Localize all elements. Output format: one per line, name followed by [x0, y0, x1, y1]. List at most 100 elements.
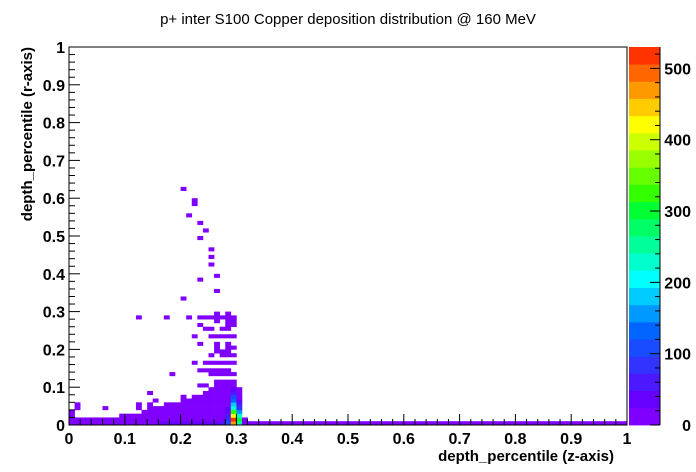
- heatmap-bin: [414, 421, 421, 426]
- heatmap-bin: [208, 394, 215, 399]
- heatmap-bin: [197, 383, 204, 388]
- heatmap-bins: [69, 186, 628, 426]
- heatmap-bin: [175, 409, 181, 414]
- color-scale-swatch: [629, 167, 660, 185]
- heatmap-bin: [175, 421, 181, 426]
- heatmap-bin: [202, 360, 209, 365]
- heatmap-bin: [147, 417, 153, 422]
- heatmap-bin: [219, 421, 226, 426]
- heatmap-bin: [219, 372, 226, 377]
- x-tick-label: 0.9: [560, 431, 582, 448]
- x-axis: 0 0.1 0.2 0.3 0.4 0.5 0.6 0.7 0.8 0.9 1: [65, 414, 632, 448]
- x-tick-label: 0.2: [169, 431, 191, 448]
- heatmap-bin: [219, 326, 226, 331]
- heatmap-bin: [152, 398, 159, 403]
- heatmap-bin: [214, 360, 220, 365]
- heatmap-bin: [74, 402, 81, 407]
- heatmap-bin: [158, 417, 165, 422]
- heatmap-bin: [102, 421, 109, 426]
- heatmap-bin: [225, 406, 232, 411]
- heatmap-bin: [599, 421, 605, 426]
- x-axis-title: depth_percentile (z-axis): [438, 448, 614, 465]
- color-scale-swatch: [629, 64, 660, 82]
- heatmap-bin: [241, 421, 248, 426]
- heatmap-bin: [208, 413, 215, 418]
- heatmap-bin: [135, 421, 142, 426]
- heatmap-bin: [135, 315, 142, 320]
- heatmap-bin: [214, 390, 220, 396]
- heatmap-bin: [202, 406, 209, 411]
- heatmap-bin: [493, 421, 499, 426]
- heatmap-bin: [214, 402, 220, 407]
- color-scale-swatch: [629, 304, 660, 323]
- heatmap-bin: [225, 349, 232, 354]
- heatmap-bin: [219, 398, 226, 403]
- heatmap-bin: [225, 379, 232, 384]
- heatmap-bin: [526, 421, 533, 426]
- heatmap-bin: [113, 417, 120, 422]
- heatmap-bin: [225, 334, 232, 339]
- heatmap-bin: [398, 421, 405, 426]
- heatmap-bin: [348, 421, 354, 426]
- color-scale-label: 500: [664, 61, 691, 78]
- heatmap-bin: [147, 402, 153, 407]
- heatmap-bin: [208, 360, 215, 365]
- heatmap-bin: [214, 387, 220, 392]
- heatmap-bin: [186, 402, 193, 407]
- heatmap-bin: [180, 402, 187, 407]
- heatmap-bin: [275, 421, 282, 426]
- heatmap-bin: [102, 406, 109, 411]
- heatmap-bin: [108, 417, 114, 422]
- heatmap-bin: [158, 413, 165, 418]
- heatmap-bin: [141, 421, 148, 426]
- heatmap-bin: [191, 417, 198, 422]
- heatmap-bin: [108, 421, 114, 426]
- heatmap-bin: [208, 326, 215, 331]
- heatmap-bin: [520, 421, 527, 426]
- heatmap-bin: [202, 402, 209, 407]
- heatmap-bin: [230, 319, 237, 324]
- heatmap-bin: [297, 421, 304, 426]
- heatmap-bin: [197, 394, 204, 399]
- heatmap-bin: [147, 390, 153, 396]
- x-tick-label: 0.6: [393, 431, 415, 448]
- heatmap-bin: [230, 345, 237, 350]
- heatmap-bin: [119, 417, 126, 422]
- heatmap-bin: [191, 409, 198, 414]
- heatmap-bin: [208, 368, 215, 373]
- color-scale-label: 400: [664, 133, 691, 150]
- heatmap-bin: [230, 315, 237, 320]
- heatmap-bin: [74, 417, 81, 422]
- x-tick-label: 0.1: [114, 431, 136, 448]
- heatmap-bin: [610, 421, 617, 426]
- heatmap-bin: [236, 398, 243, 403]
- heatmap-bin: [147, 421, 153, 426]
- heatmap-bin: [202, 315, 209, 320]
- heatmap-bin: [225, 311, 232, 316]
- color-scale-label: 100: [664, 347, 691, 364]
- color-scale-swatch: [629, 132, 660, 151]
- heatmap-bin: [214, 406, 220, 411]
- heatmap-bin: [214, 398, 220, 403]
- heatmap-bin: [214, 349, 220, 354]
- heatmap-bin: [191, 402, 198, 407]
- heatmap-bin: [158, 409, 165, 414]
- heatmap-bin: [286, 421, 293, 426]
- color-scale-label: 300: [664, 204, 691, 221]
- heatmap-bin: [219, 394, 226, 399]
- heatmap-bin: [420, 421, 427, 426]
- heatmap-bin: [230, 353, 237, 358]
- heatmap-bin: [202, 398, 209, 403]
- heatmap-bin: [281, 421, 287, 426]
- heatmap-bin: [470, 421, 477, 426]
- heatmap-bin: [96, 421, 103, 426]
- heatmap-bin: [225, 390, 232, 396]
- x-tick-label: 0.5: [337, 431, 359, 448]
- heatmap-bin: [208, 353, 215, 358]
- heatmap-bin: [69, 409, 75, 414]
- heatmap-bin: [141, 417, 148, 422]
- y-tick-label: 0.2: [43, 342, 65, 359]
- heatmap-bin: [537, 421, 544, 426]
- heatmap-bin: [214, 341, 220, 346]
- heatmap-bin: [197, 322, 204, 328]
